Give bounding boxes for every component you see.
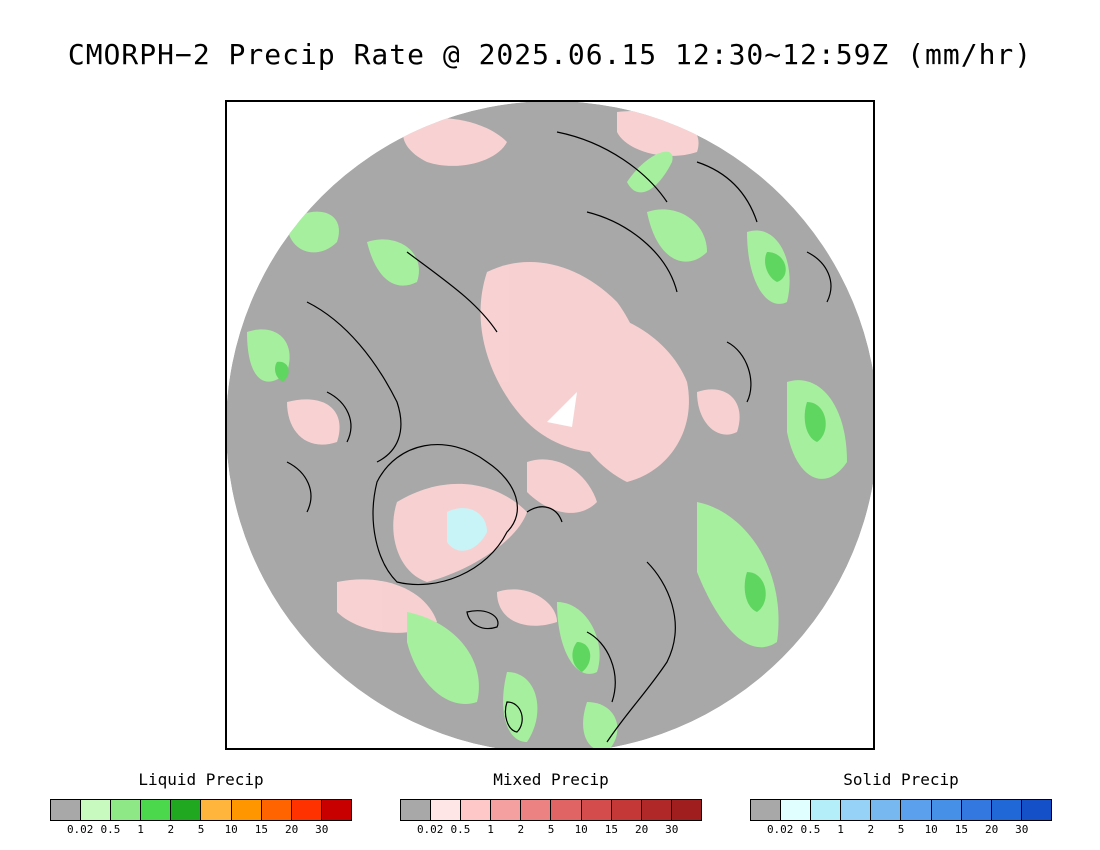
legend-title: Liquid Precip <box>138 770 264 789</box>
color-swatch <box>141 800 172 820</box>
tick-label: 20 <box>984 823 999 836</box>
color-swatch <box>991 800 1022 820</box>
color-swatch <box>811 800 842 820</box>
color-swatch <box>871 800 902 820</box>
color-swatch <box>321 800 351 820</box>
legend-title: Solid Precip <box>843 770 959 789</box>
color-swatch <box>841 800 872 820</box>
color-swatch <box>261 800 292 820</box>
tick-label: 15 <box>604 823 619 836</box>
tick-label: 10 <box>574 823 588 836</box>
color-swatch <box>1021 800 1051 820</box>
tick-label: 1 <box>137 823 144 836</box>
color-bar <box>750 799 1052 821</box>
color-swatch <box>491 800 522 820</box>
tick-labels: 0.02 0.5 1 2 5 10 15 20 30 <box>400 823 702 837</box>
color-swatch <box>111 800 142 820</box>
tick-label: 10 <box>924 823 938 836</box>
color-swatch <box>51 800 82 820</box>
tick-label: 2 <box>517 823 525 836</box>
tick-label: 1 <box>487 823 494 836</box>
color-swatch <box>671 800 701 820</box>
color-swatch <box>901 800 932 820</box>
solid-precip-area <box>447 508 487 551</box>
color-swatch <box>781 800 812 820</box>
color-swatch <box>431 800 462 820</box>
legend-title: Mixed Precip <box>493 770 609 789</box>
color-swatch <box>521 800 552 820</box>
color-swatch <box>611 800 642 820</box>
color-bar <box>400 799 702 821</box>
color-swatch <box>961 800 992 820</box>
color-swatch <box>81 800 112 820</box>
tick-label: 0.5 <box>450 823 471 836</box>
tick-label: 5 <box>897 823 905 836</box>
color-swatch <box>581 800 612 820</box>
tick-label: 0.5 <box>100 823 121 836</box>
color-swatch <box>201 800 232 820</box>
tick-label: 5 <box>547 823 555 836</box>
tick-label: 20 <box>634 823 649 836</box>
tick-label: 1 <box>837 823 844 836</box>
tick-label: 5 <box>197 823 205 836</box>
tick-label: 30 <box>665 823 679 836</box>
color-swatch <box>461 800 492 820</box>
color-swatch <box>751 800 782 820</box>
tick-label: 20 <box>284 823 299 836</box>
color-swatch <box>171 800 202 820</box>
chart-title: CMORPH−2 Precip Rate @ 2025.06.15 12:30~… <box>67 38 1033 71</box>
tick-label: 30 <box>1015 823 1029 836</box>
tick-label: 0.02 <box>66 823 94 836</box>
legend-mixed: Mixed Precip 0.02 0.5 1 2 5 10 15 20 30 <box>400 770 702 837</box>
tick-label: 0.5 <box>800 823 821 836</box>
tick-label: 30 <box>315 823 329 836</box>
color-swatch <box>931 800 962 820</box>
moderate-liquid-precip-areas <box>275 252 826 672</box>
tick-label: 10 <box>224 823 238 836</box>
color-swatch <box>401 800 432 820</box>
legend-solid: Solid Precip 0.02 0.5 1 2 5 10 15 20 30 <box>750 770 1052 837</box>
polar-map-svg <box>227 102 873 748</box>
color-swatch <box>641 800 672 820</box>
color-swatch <box>291 800 322 820</box>
color-swatch <box>231 800 262 820</box>
tick-labels: 0.02 0.5 1 2 5 10 15 20 30 <box>50 823 352 837</box>
tick-label: 0.02 <box>766 823 794 836</box>
coastlines <box>286 131 832 743</box>
tick-labels: 0.02 0.5 1 2 5 10 15 20 30 <box>750 823 1052 837</box>
polar-map <box>225 100 875 750</box>
legend-liquid: Liquid Precip 0.02 0.5 1 2 5 10 15 20 30 <box>50 770 352 837</box>
tick-label: 2 <box>167 823 175 836</box>
color-swatch <box>551 800 582 820</box>
tick-label: 2 <box>867 823 875 836</box>
tick-label: 15 <box>254 823 269 836</box>
tick-label: 15 <box>954 823 969 836</box>
pole-artifact <box>547 392 577 427</box>
tick-label: 0.02 <box>416 823 444 836</box>
color-bar <box>50 799 352 821</box>
